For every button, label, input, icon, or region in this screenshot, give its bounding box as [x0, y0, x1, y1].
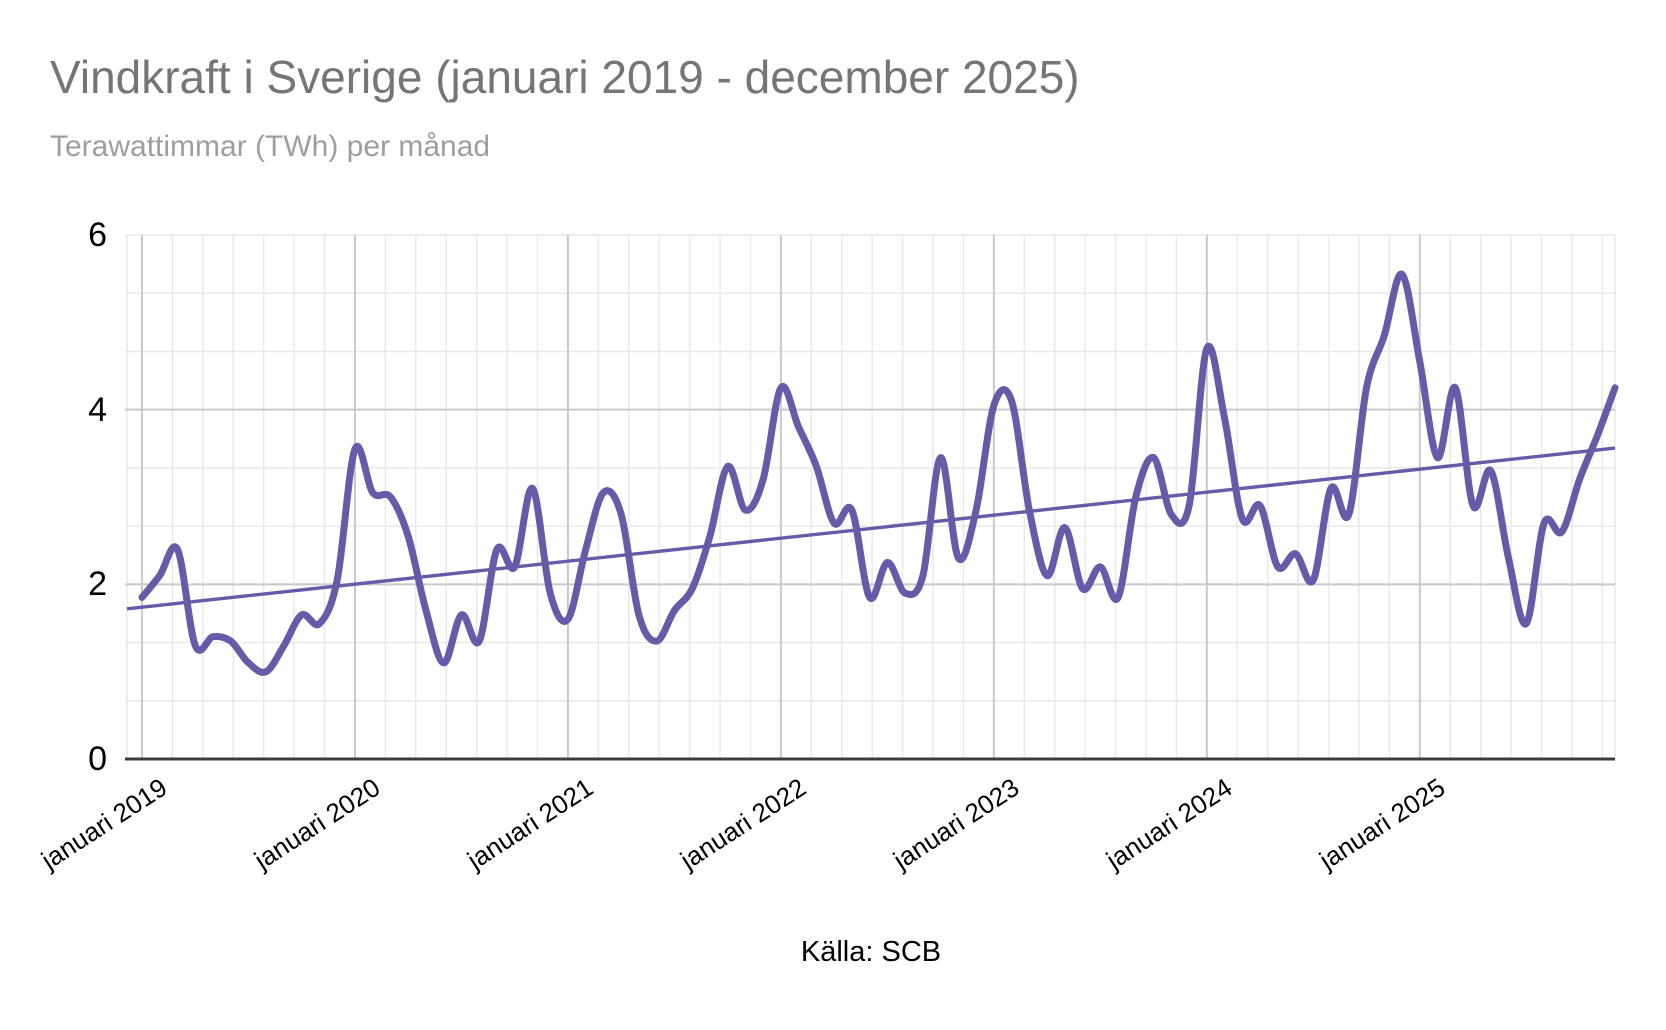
y-tick-label: 2 — [88, 565, 107, 604]
y-tick-label: 0 — [88, 740, 107, 778]
y-tick-label: 4 — [88, 390, 107, 429]
y-tick-label: 6 — [88, 216, 107, 254]
chart-subtitle: Terawattimmar (TWh) per månad — [50, 130, 491, 163]
major-gridlines — [125, 235, 1615, 759]
minor-gridlines — [125, 234, 1616, 759]
trend-line — [126, 446, 1616, 611]
wind-production-line — [138, 270, 1619, 676]
source-caption: Källa: SCB — [800, 936, 942, 968]
chart-title: Vindkraft i Sverige (januari 2019 - dece… — [50, 51, 1080, 103]
